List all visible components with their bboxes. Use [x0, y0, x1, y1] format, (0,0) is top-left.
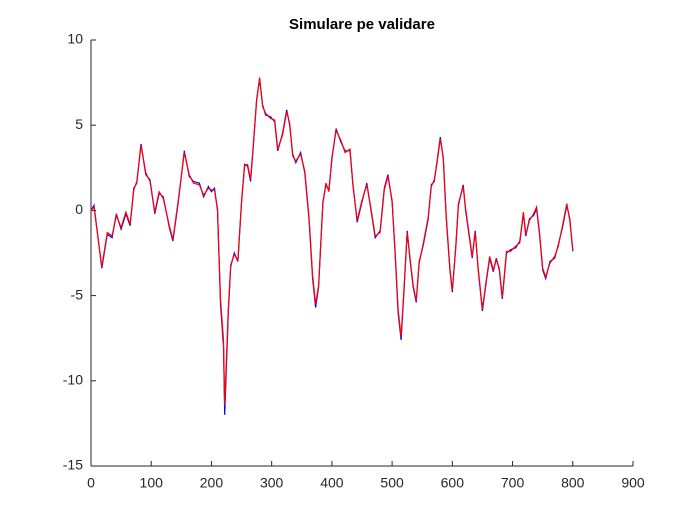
x-tick-label: 200 [200, 475, 224, 491]
chart-title: Simulare pe validare [289, 16, 435, 33]
y-tick-label: -5 [71, 286, 84, 302]
x-tick-label: 500 [380, 475, 404, 491]
x-tick-label: 600 [441, 475, 465, 491]
x-tick-label: 400 [320, 475, 344, 491]
y-tick-label: 0 [75, 201, 83, 217]
x-tick-label: 700 [501, 475, 525, 491]
y-tick-label: 5 [75, 116, 83, 132]
y-tick-label: 10 [67, 31, 83, 47]
x-tick-label: 800 [561, 475, 585, 491]
x-tick-label: 900 [621, 475, 645, 491]
x-tick-label: 0 [87, 475, 95, 491]
y-tick-label: -15 [63, 457, 83, 473]
x-tick-label: 300 [260, 475, 284, 491]
x-tick-label: 100 [140, 475, 164, 491]
y-tick-label: -10 [63, 372, 83, 388]
series-line [90, 77, 574, 405]
series-line [90, 79, 574, 415]
